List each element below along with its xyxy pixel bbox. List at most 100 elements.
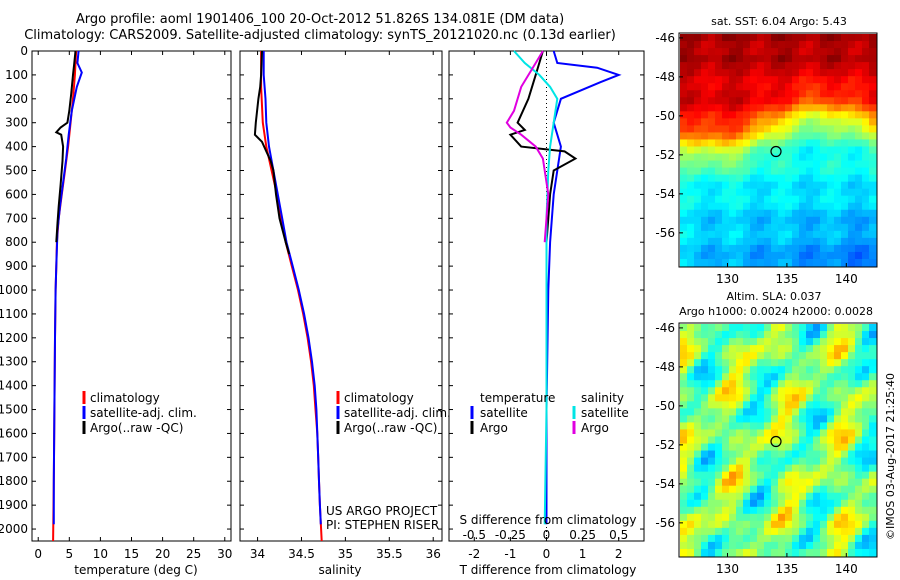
heatmap-cell (827, 139, 835, 148)
heatmap-cell (729, 167, 737, 176)
heatmap-cell (715, 331, 723, 339)
heatmap-cell (764, 408, 772, 416)
heatmap-cell (827, 55, 835, 63)
heatmap-cell (820, 97, 828, 105)
heatmap-cell (722, 366, 730, 374)
heatmap-cell (778, 415, 786, 424)
heatmap-cell (799, 41, 807, 49)
heatmap-cell (792, 244, 800, 253)
heatmap-cell (855, 132, 863, 141)
heatmap-cell (778, 464, 786, 473)
heatmap-cell (848, 111, 856, 119)
heatmap-cell (869, 359, 877, 367)
heatmap-cell (701, 387, 709, 395)
heatmap-cell (694, 216, 702, 225)
heatmap-cell (701, 139, 709, 148)
heatmap-cell (750, 118, 758, 126)
heatmap-cell (694, 76, 702, 84)
heatmap-cell (701, 422, 709, 431)
series-line-climatology (260, 51, 323, 542)
heatmap-cell (862, 244, 870, 253)
heatmap-cell (820, 132, 828, 141)
heatmap-cell (855, 195, 863, 204)
heatmap-cell (680, 167, 688, 176)
heatmap-cell (757, 387, 765, 395)
heatmap-cell (687, 139, 695, 148)
heatmap-cell (806, 436, 814, 445)
heatmap-cell (841, 520, 849, 529)
temperature-axis: 0 5 10 15 20 25 30 (34, 51, 232, 561)
heatmap-cell (722, 209, 730, 218)
heatmap-cell (792, 436, 800, 445)
heatmap-cell (757, 422, 765, 431)
heatmap-cell (743, 181, 751, 190)
heatmap-cell (701, 331, 709, 339)
lat-tick-label: -54 (655, 477, 675, 491)
heatmap-cell (869, 541, 877, 550)
heatmap-cell (820, 541, 828, 550)
heatmap-cell (771, 408, 779, 416)
heatmap-cell (792, 352, 800, 360)
heatmap-cell (743, 209, 751, 218)
heatmap-cell (680, 478, 688, 487)
heatmap-cell (701, 216, 709, 225)
heatmap-cell (785, 338, 793, 346)
heatmap-cell (694, 471, 702, 480)
depth-tick-label: 300 (5, 116, 28, 130)
heatmap-cell (701, 244, 709, 253)
heatmap-cell (862, 146, 870, 155)
heatmap-cell (701, 429, 709, 438)
heatmap-cell (729, 394, 737, 402)
heatmap-cell (729, 359, 737, 367)
heatmap-cell (750, 216, 758, 225)
heatmap-cell (778, 181, 786, 190)
heatmap-cell (827, 223, 835, 232)
heatmap-cell (764, 492, 772, 501)
heatmap-cell (827, 153, 835, 162)
heatmap-cell (687, 534, 695, 543)
heatmap-cell (722, 223, 730, 232)
heatmap-cell (813, 181, 821, 190)
s-tick-label: 0.25 (569, 528, 596, 542)
heatmap-cell (834, 450, 842, 459)
heatmap-cell (687, 506, 695, 515)
heatmap-cell (820, 251, 828, 260)
heatmap-cell (785, 394, 793, 402)
heatmap-cell (722, 380, 730, 388)
heatmap-cell (869, 534, 877, 543)
heatmap-cell (687, 125, 695, 134)
heatmap-cell (806, 401, 814, 409)
heatmap-cell (708, 548, 716, 557)
heatmap-cell (806, 520, 814, 529)
heatmap-cell (841, 394, 849, 402)
heatmap-cell (680, 69, 688, 77)
heatmap-cell (715, 181, 723, 190)
heatmap-cell (750, 443, 758, 452)
heatmap-cell (757, 345, 765, 353)
heatmap-cell (841, 230, 849, 239)
heatmap-cell (778, 506, 786, 515)
heatmap-cell (687, 352, 695, 360)
heatmap-cell (806, 244, 814, 253)
heatmap-cell (848, 464, 856, 473)
heatmap-cell (806, 62, 814, 70)
heatmap-cell (736, 118, 744, 126)
heatmap-cell (764, 464, 772, 473)
heatmap-cell (687, 244, 695, 253)
heatmap-cell (771, 485, 779, 494)
heatmap-cell (687, 436, 695, 445)
heatmap-cell (694, 499, 702, 508)
chart-title-line1: Argo profile: aoml 1901406_100 20-Oct-20… (75, 12, 565, 27)
heatmap-cell (806, 34, 814, 42)
heatmap-cell (855, 513, 863, 522)
heatmap-cell (743, 230, 751, 239)
heatmap-cell (694, 223, 702, 232)
heatmap-cell (687, 443, 695, 452)
heatmap-cell (785, 541, 793, 550)
heatmap-cell (757, 202, 765, 211)
heatmap-cell (806, 464, 814, 473)
heatmap-cell (708, 499, 716, 508)
heatmap-cell (764, 160, 772, 169)
heatmap-cell (694, 258, 702, 267)
heatmap-cell (869, 167, 877, 176)
